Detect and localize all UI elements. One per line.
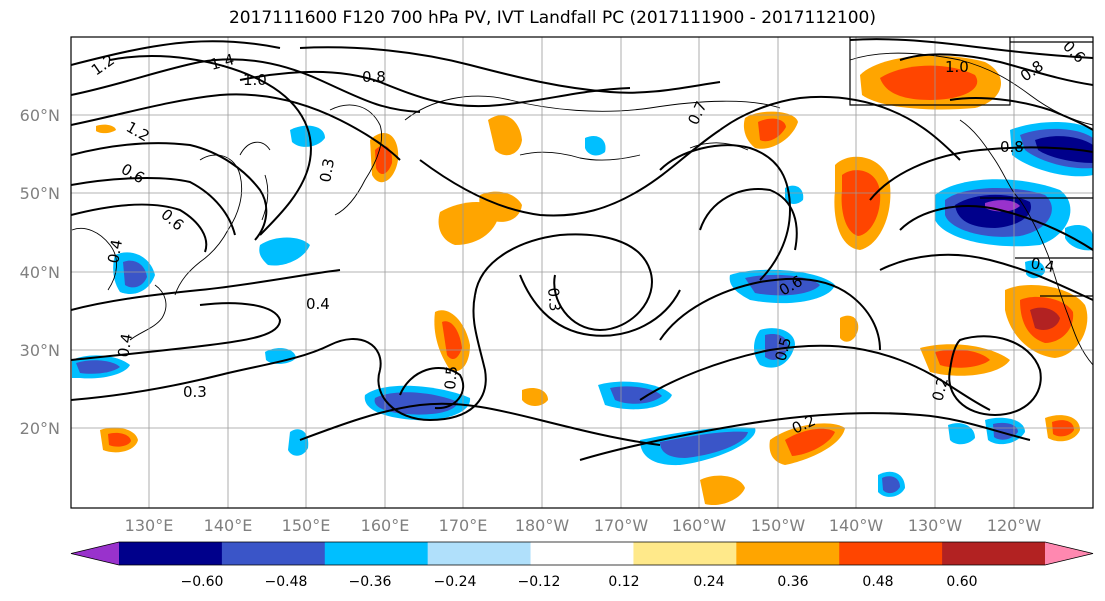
contour-label: 0.5 <box>771 335 795 363</box>
colorbar-tick-label: 0.48 <box>862 574 893 590</box>
colorbar-segment <box>736 542 840 565</box>
contour-label: 1.0 <box>243 71 267 89</box>
colorbar-segment <box>530 542 634 565</box>
lon-label: 160°E <box>361 516 410 535</box>
colorbar-tick-label: 0.12 <box>608 574 639 590</box>
gridlines <box>71 37 1093 508</box>
contour-label: 0.2 <box>928 375 952 403</box>
colorbar-outline <box>70 541 1094 566</box>
lon-label: 130°W <box>908 516 963 535</box>
lon-label: 160°W <box>672 516 727 535</box>
map-panel <box>71 37 1093 508</box>
contour-label: 1.4 <box>208 50 236 74</box>
colorbar-extend-low <box>71 542 119 565</box>
contour-label: 0.4 <box>306 295 330 313</box>
lon-label: 140°E <box>204 516 253 535</box>
lon-label: 130°E <box>125 516 174 535</box>
ivt-shading <box>72 55 1093 506</box>
colorbar-segment <box>221 542 326 565</box>
colorbar-tick-label: 0.60 <box>946 574 977 590</box>
lon-label: 120°W <box>987 516 1042 535</box>
contour-label: 0.3 <box>316 157 338 184</box>
lon-label: 180°W <box>515 516 570 535</box>
region-boxes <box>849 37 1093 297</box>
colorbar-tick-label: −0.60 <box>181 574 224 590</box>
contour-label: 1.0 <box>945 58 969 76</box>
colorbar-tick-label: −0.24 <box>434 574 477 590</box>
longitude-labels: 130°E 140°E 150°E 160°E 170°E 180°W 170°… <box>125 516 1042 535</box>
contour-label: 0.3 <box>544 287 564 312</box>
colorbar-tick-label: −0.48 <box>265 574 308 590</box>
contour-label: 0.4 <box>104 238 126 265</box>
lon-label: 170°E <box>439 516 488 535</box>
lon-label: 140°W <box>829 516 884 535</box>
map-title: 2017111600 F120 700 hPa PV, IVT Landfall… <box>228 8 876 28</box>
colorbar <box>70 541 1094 566</box>
lat-label: 40°N <box>20 263 60 282</box>
colorbar-segment <box>839 542 943 565</box>
colorbar-extend-high <box>1045 542 1093 565</box>
lat-label: 20°N <box>20 419 60 438</box>
contour-label: 0.8 <box>362 68 386 86</box>
contour-label: 0.8 <box>1000 138 1024 156</box>
colorbar-segment <box>427 542 532 565</box>
latitude-labels: 60°N 50°N 40°N 30°N 20°N <box>20 106 60 438</box>
lat-label: 60°N <box>20 106 60 125</box>
colorbar-tick-label: 0.36 <box>777 574 808 590</box>
map-frame <box>70 36 1094 509</box>
pv-contours <box>71 38 1093 461</box>
colorbar-tick-label: 0.24 <box>693 574 724 590</box>
colorbar-segment <box>942 542 1046 565</box>
colorbar-segment <box>633 542 737 565</box>
colorbar-segment <box>324 542 429 565</box>
colorbar-segment <box>119 542 223 565</box>
lon-label: 150°E <box>282 516 331 535</box>
lon-label: 150°W <box>751 516 806 535</box>
contour-label: 0.3 <box>183 383 207 401</box>
contour-label: 0.4 <box>1029 254 1056 276</box>
lat-label: 30°N <box>20 341 60 360</box>
colorbar-tick-label: −0.12 <box>518 574 561 590</box>
contour-label: 0.5 <box>441 365 461 390</box>
lon-label: 170°W <box>594 516 649 535</box>
colorbar-tick-label: −0.36 <box>349 574 392 590</box>
contour-label: 0.4 <box>114 332 136 359</box>
lat-label: 50°N <box>20 184 60 203</box>
colorbar-ticks: −0.60 −0.48 −0.36 −0.24 −0.12 0.12 0.24 … <box>181 574 978 590</box>
